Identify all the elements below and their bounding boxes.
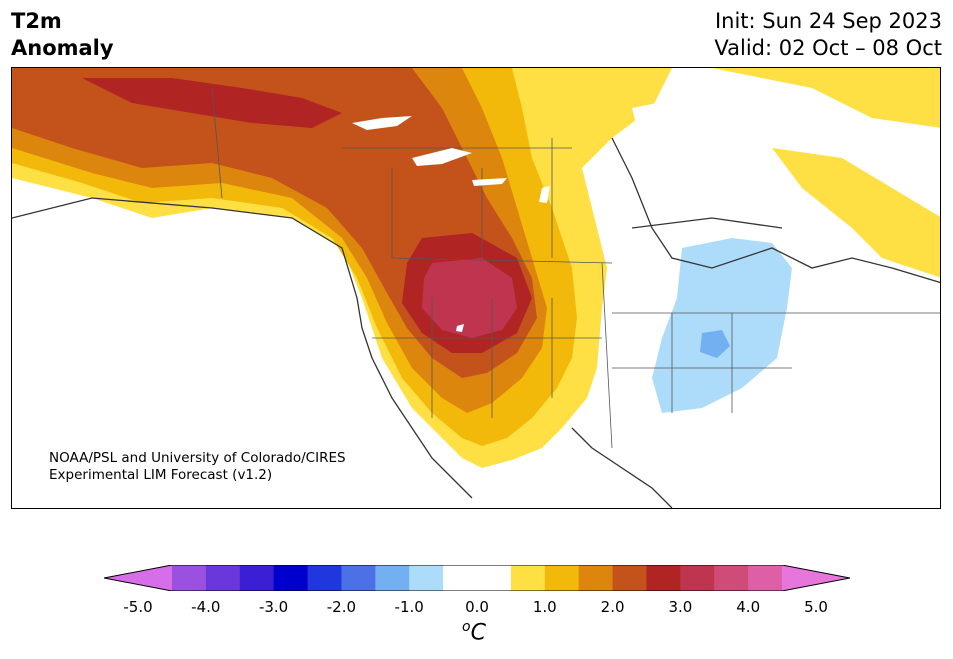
anomaly-fill-1c-east: [772, 148, 940, 278]
colorbar-tick-label: -1.0: [394, 598, 424, 616]
forecast-dates: Init: Sun 24 Sep 2023 Valid: 02 Oct – 08…: [714, 8, 942, 62]
title-line-2: Anomaly: [11, 36, 114, 60]
colorbar-tick-label: -5.0: [123, 598, 153, 616]
colorbar-tick-label: 0.0: [465, 598, 489, 616]
lake-shape: [456, 324, 464, 332]
colorbar-segment: [646, 565, 681, 591]
colorbar-segment: [239, 565, 275, 591]
anomaly-fill-3c-north: [82, 78, 342, 128]
unit-letter: C: [470, 620, 486, 646]
lake-shape: [412, 148, 472, 166]
colorbar-extend-low: [104, 565, 172, 591]
map-canvas: [12, 68, 940, 508]
colorbar-segment: [341, 565, 376, 591]
anomaly-fill-neg1-5c: [700, 330, 730, 358]
colorbar-tick-label: 3.0: [668, 598, 693, 616]
lake-shape: [632, 103, 672, 133]
lake-shape: [539, 186, 550, 203]
coastline: [12, 137, 940, 508]
credit-text: NOAA/PSL and University of Colorado/CIRE…: [49, 450, 346, 484]
colorbar-tick-label: 1.0: [532, 598, 557, 616]
colorbar-segment: [273, 565, 309, 591]
unit-superscript: o: [462, 619, 471, 635]
colorbar-segment: [172, 565, 207, 591]
colorbar-segment: [307, 565, 342, 591]
borders: [211, 87, 940, 449]
colorbar-segment: [205, 565, 241, 591]
credit-line-1: NOAA/PSL and University of Colorado/CIRE…: [49, 450, 346, 466]
colorbar-segment: [544, 565, 580, 591]
colorbar-tick-label: -4.0: [191, 598, 221, 616]
unit-label: oC: [462, 619, 486, 645]
colorbar-segment: [375, 565, 410, 591]
colorbar-segment: [578, 565, 614, 591]
colorbar-segment: [443, 565, 478, 591]
colorbar-tick-label: 4.0: [736, 598, 761, 616]
lake-shape: [472, 178, 507, 186]
map-title: T2m Anomaly: [11, 8, 114, 62]
colorbar-tick-label: -2.0: [326, 598, 357, 616]
colorbar: [104, 565, 850, 591]
colorbar-segment: [612, 565, 647, 591]
colorbar-segment: [477, 565, 512, 591]
colorbar-segment: [510, 565, 546, 591]
colorbar-segment: [680, 565, 715, 591]
init-date: Init: Sun 24 Sep 2023: [714, 9, 942, 33]
anomaly-fill-neg1c: [652, 238, 792, 413]
lake-shape: [352, 116, 412, 130]
valid-dates: Valid: 02 Oct – 08 Oct: [714, 36, 942, 60]
anomaly-fill-3-5c: [422, 258, 517, 338]
colorbar-segment: [409, 565, 444, 591]
colorbar-tick-label: 2.0: [600, 598, 625, 616]
credit-line-2: Experimental LIM Forecast (v1.2): [49, 467, 273, 483]
colorbar-tick-label: 5.0: [804, 598, 828, 616]
colorbar-segment: [714, 565, 749, 591]
title-line-1: T2m: [11, 9, 62, 33]
colorbar-tick-label: -3.0: [258, 598, 289, 616]
colorbar-ticks: -5.0 -4.0 -3.0 -2.0 -1.0 0.0 1.0 2.0 3.0 4.0 5.0: [0, 598, 953, 618]
colorbar-segment: [748, 565, 783, 591]
anomaly-map: [11, 67, 941, 509]
colorbar-extend-high: [782, 565, 850, 591]
